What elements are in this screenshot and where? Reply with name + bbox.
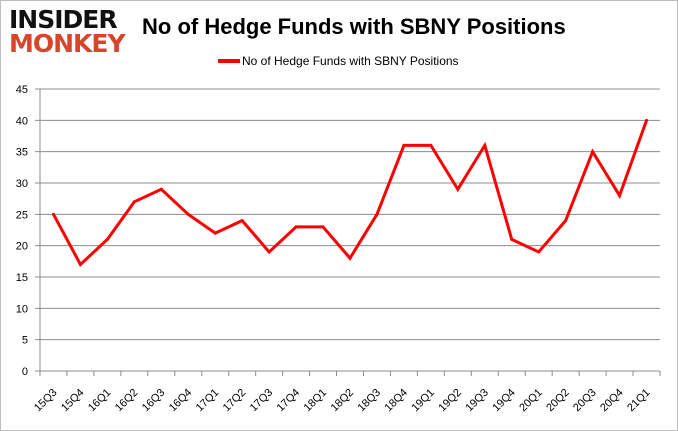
y-tick-label: 0 (22, 366, 28, 378)
data-point (213, 231, 217, 235)
data-point (402, 143, 406, 147)
x-tick-label: 21Q1 (625, 387, 653, 415)
insider-monkey-logo: INSIDER MONKEY (9, 5, 126, 58)
data-point (267, 250, 271, 254)
x-tick-label: 15Q3 (32, 387, 60, 415)
data-point (159, 187, 163, 191)
y-tick-label: 35 (16, 147, 28, 159)
y-tick-label: 15 (16, 272, 28, 284)
x-tick-label: 19Q1 (409, 387, 437, 415)
x-tick-label: 16Q2 (113, 387, 141, 415)
logo-line-1: INSIDER (9, 5, 118, 34)
y-tick-label: 5 (22, 335, 28, 347)
data-point (591, 150, 595, 154)
data-point (78, 262, 82, 266)
x-tick-label: 20Q3 (571, 387, 599, 415)
y-tick-label: 20 (16, 241, 28, 253)
data-point (105, 237, 109, 241)
y-tick-label: 40 (16, 115, 28, 127)
x-tick-label: 20Q1 (517, 387, 545, 415)
x-tick-label: 18Q2 (329, 387, 357, 415)
x-tick-label: 17Q1 (194, 387, 222, 415)
x-tick-label: 16Q3 (140, 387, 168, 415)
y-tick-label: 10 (16, 303, 28, 315)
data-point (348, 256, 352, 260)
y-tick-label: 45 (16, 84, 28, 96)
series-line (52, 119, 648, 267)
x-tick-label: 18Q4 (383, 387, 411, 415)
data-point (240, 219, 244, 223)
x-tick-label: 19Q2 (436, 387, 464, 415)
x-tick-label: 15Q4 (59, 387, 87, 415)
y-tick-label: 30 (16, 178, 28, 190)
data-point (564, 219, 568, 223)
y-tick-label: 25 (16, 209, 28, 221)
data-point (510, 237, 514, 241)
x-tick-label: 17Q2 (221, 387, 249, 415)
data-point (51, 212, 55, 216)
data-point (618, 194, 622, 198)
data-point (645, 118, 649, 122)
data-point (375, 212, 379, 216)
x-tick-label: 16Q4 (167, 387, 195, 415)
x-tick-label: 19Q3 (463, 387, 491, 415)
x-tick-label: 17Q4 (275, 387, 303, 415)
data-point (186, 212, 190, 216)
x-tick-label: 17Q3 (248, 387, 276, 415)
x-tick-label: 20Q4 (598, 387, 626, 415)
legend: No of Hedge Funds with SBNY Positions (218, 54, 459, 68)
x-tick-label: 18Q1 (302, 387, 330, 415)
x-tick-label: 16Q1 (86, 387, 114, 415)
chart-title: No of Hedge Funds with SBNY Positions (142, 14, 566, 39)
data-point (483, 143, 487, 147)
x-tick-label: 19Q4 (490, 387, 518, 415)
legend-swatch (218, 59, 240, 63)
data-point (537, 250, 541, 254)
x-tick-label: 20Q2 (544, 387, 572, 415)
legend-label: No of Hedge Funds with SBNY Positions (242, 54, 459, 68)
data-point (294, 225, 298, 229)
x-tick-label: 18Q3 (356, 387, 384, 415)
logo-line-2: MONKEY (9, 29, 126, 58)
data-point (321, 225, 325, 229)
data-point (456, 187, 460, 191)
data-point (429, 143, 433, 147)
data-point (132, 200, 136, 204)
